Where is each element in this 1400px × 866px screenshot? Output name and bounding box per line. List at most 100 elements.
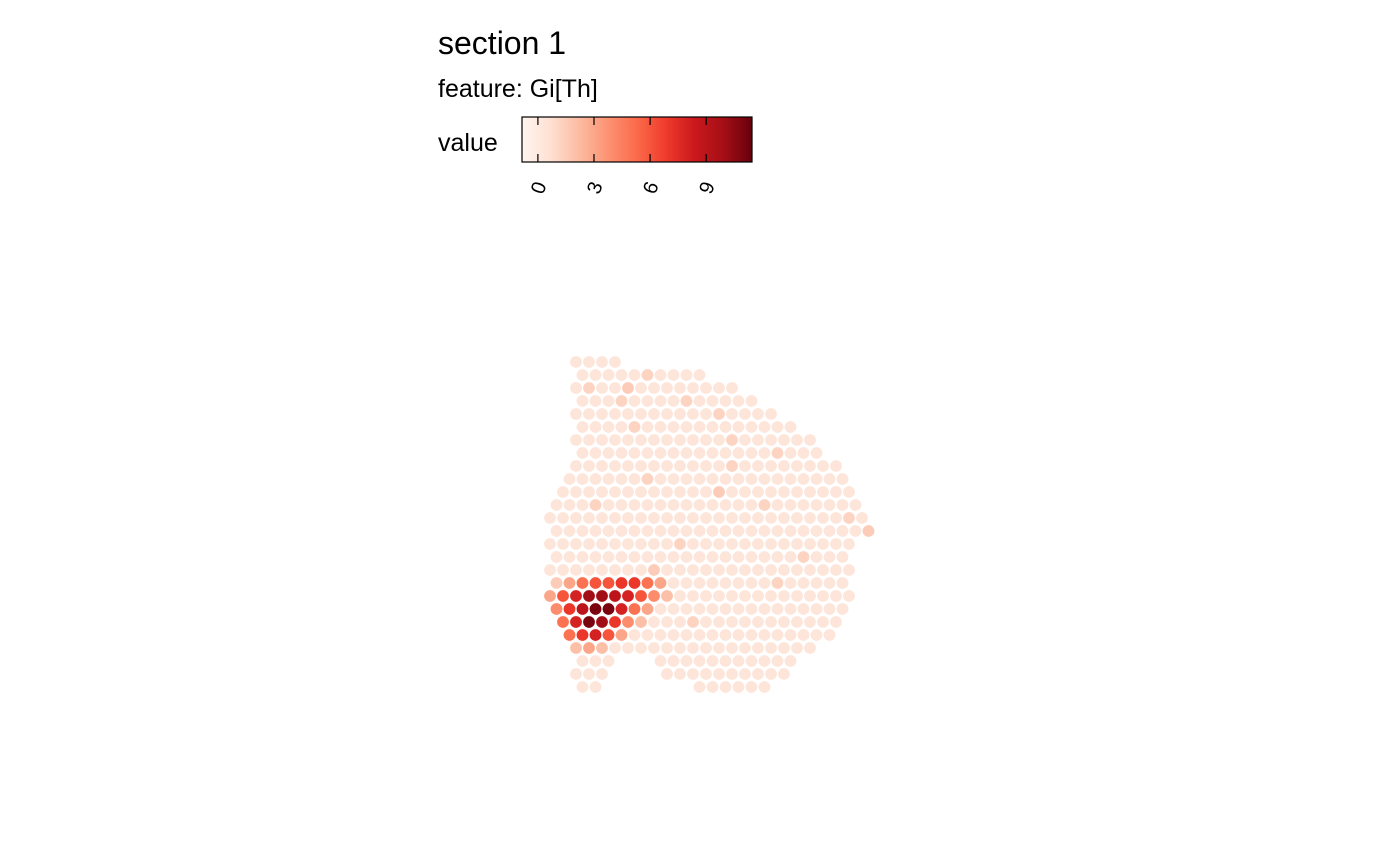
spot [744,524,758,538]
spot [744,446,758,460]
spot [621,563,635,577]
spot [790,615,804,629]
spot [562,550,576,564]
spot [634,641,648,655]
spot [712,407,726,421]
spot [705,550,719,564]
spot [764,667,778,681]
spot [601,576,615,590]
spot [614,524,628,538]
spot [705,498,719,512]
spot [601,394,615,408]
spot [744,628,758,642]
spot [738,563,752,577]
spot [725,381,739,395]
spot [595,563,609,577]
spot [660,433,674,447]
spot [790,485,804,499]
spot [608,641,622,655]
spot [634,381,648,395]
spot [569,667,583,681]
spot [608,537,622,551]
spot [653,602,667,616]
spot [770,576,784,590]
spot [562,524,576,538]
spot [640,472,654,486]
spot [640,602,654,616]
spot [705,394,719,408]
spot [796,628,810,642]
spot [712,433,726,447]
spot [731,420,745,434]
spot [660,511,674,525]
spot [588,602,602,616]
spot [621,407,635,421]
spot [562,472,576,486]
spot [751,485,765,499]
spot [829,459,843,473]
spot [614,550,628,564]
spot [731,472,745,486]
spot [679,420,693,434]
spot [588,576,602,590]
spot [718,628,732,642]
spot [543,563,557,577]
spot [705,602,719,616]
spot [562,498,576,512]
spot [575,680,589,694]
spot [855,511,869,525]
spot [582,641,596,655]
spot [614,394,628,408]
spot [705,446,719,460]
spot [803,433,817,447]
spot [692,680,706,694]
spot [653,498,667,512]
spot [699,615,713,629]
spot [582,615,596,629]
spot [634,589,648,603]
spot [673,381,687,395]
spot [783,446,797,460]
spot [588,472,602,486]
spot [575,498,589,512]
spot [608,563,622,577]
spot [790,433,804,447]
spot [842,537,856,551]
spot [627,550,641,564]
spot [757,446,771,460]
spot [751,433,765,447]
spot [705,524,719,538]
spot [653,628,667,642]
spot [653,420,667,434]
spot [595,355,609,369]
spot [660,381,674,395]
spot [608,407,622,421]
spot [705,576,719,590]
spot [679,602,693,616]
spot [673,563,687,577]
spot [783,420,797,434]
spot [738,641,752,655]
spot [712,537,726,551]
colorbar-tick-label: 0 [527,179,551,197]
spot [601,628,615,642]
spot [647,381,661,395]
spot [679,472,693,486]
spot [757,628,771,642]
spot [679,550,693,564]
spot [575,394,589,408]
spot [803,589,817,603]
spot [666,446,680,460]
spot [744,576,758,590]
spot [783,550,797,564]
spot [686,511,700,525]
spot [764,537,778,551]
spot [718,576,732,590]
spot [549,498,563,512]
spot [751,563,765,577]
spot [757,472,771,486]
spot [601,602,615,616]
spot [731,628,745,642]
spot [627,394,641,408]
spot [569,459,583,473]
